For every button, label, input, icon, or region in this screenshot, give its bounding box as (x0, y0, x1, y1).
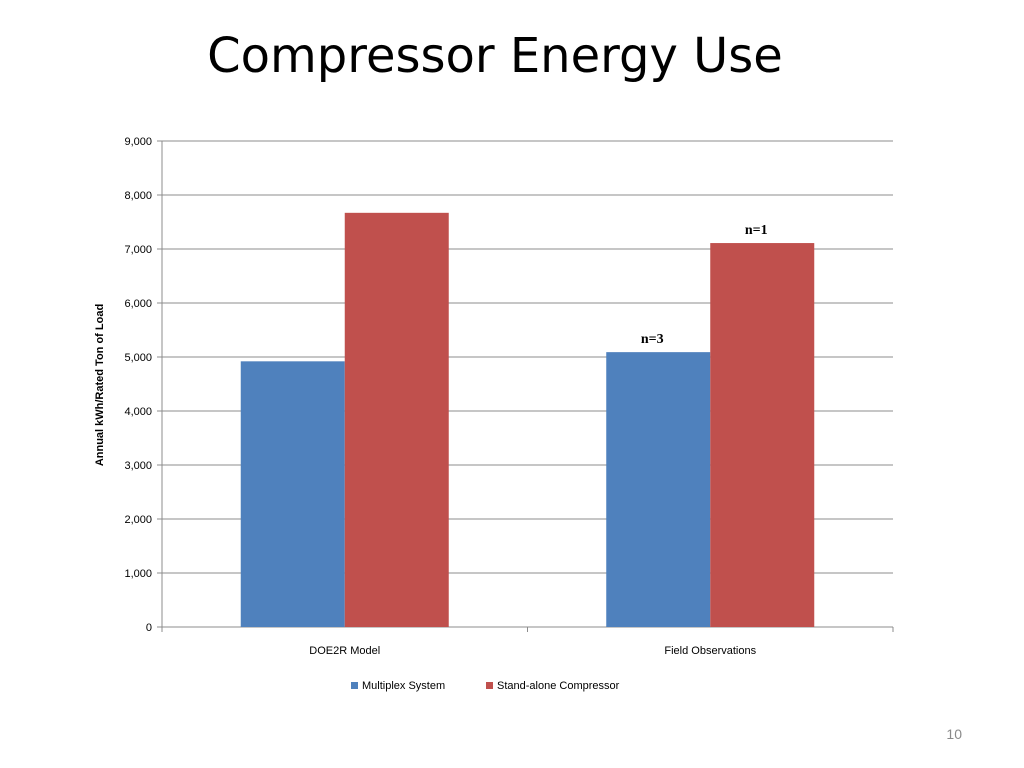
bar (344, 212, 449, 627)
x-category-label: DOE2R Model (309, 645, 380, 657)
legend-swatch (486, 682, 493, 689)
y-tick-label: 2,000 (124, 514, 152, 526)
bar-annotation: n=3 (641, 332, 664, 347)
legend-label: Multiplex System (362, 680, 445, 692)
bar (606, 352, 711, 627)
bar (710, 243, 815, 627)
bar (240, 361, 345, 627)
y-tick-label: 8,000 (124, 190, 152, 202)
y-tick-label: 0 (146, 622, 152, 634)
legend-label: Stand-alone Compressor (497, 680, 620, 692)
y-tick-label: 3,000 (124, 460, 152, 472)
y-tick-label: 6,000 (124, 298, 152, 310)
y-tick-label: 4,000 (124, 406, 152, 418)
y-tick-label: 9,000 (124, 136, 152, 148)
y-tick-label: 5,000 (124, 352, 152, 364)
y-tick-label: 7,000 (124, 244, 152, 256)
bar-annotation: n=1 (745, 223, 768, 238)
y-axis-label: Annual kWh/Rated Ton of Load (94, 304, 106, 466)
page-number: 10 (946, 726, 962, 742)
y-tick-label: 1,000 (124, 568, 152, 580)
legend-swatch (351, 682, 358, 689)
x-category-label: Field Observations (664, 645, 756, 657)
slide-title: Compressor Energy Use (207, 28, 783, 84)
